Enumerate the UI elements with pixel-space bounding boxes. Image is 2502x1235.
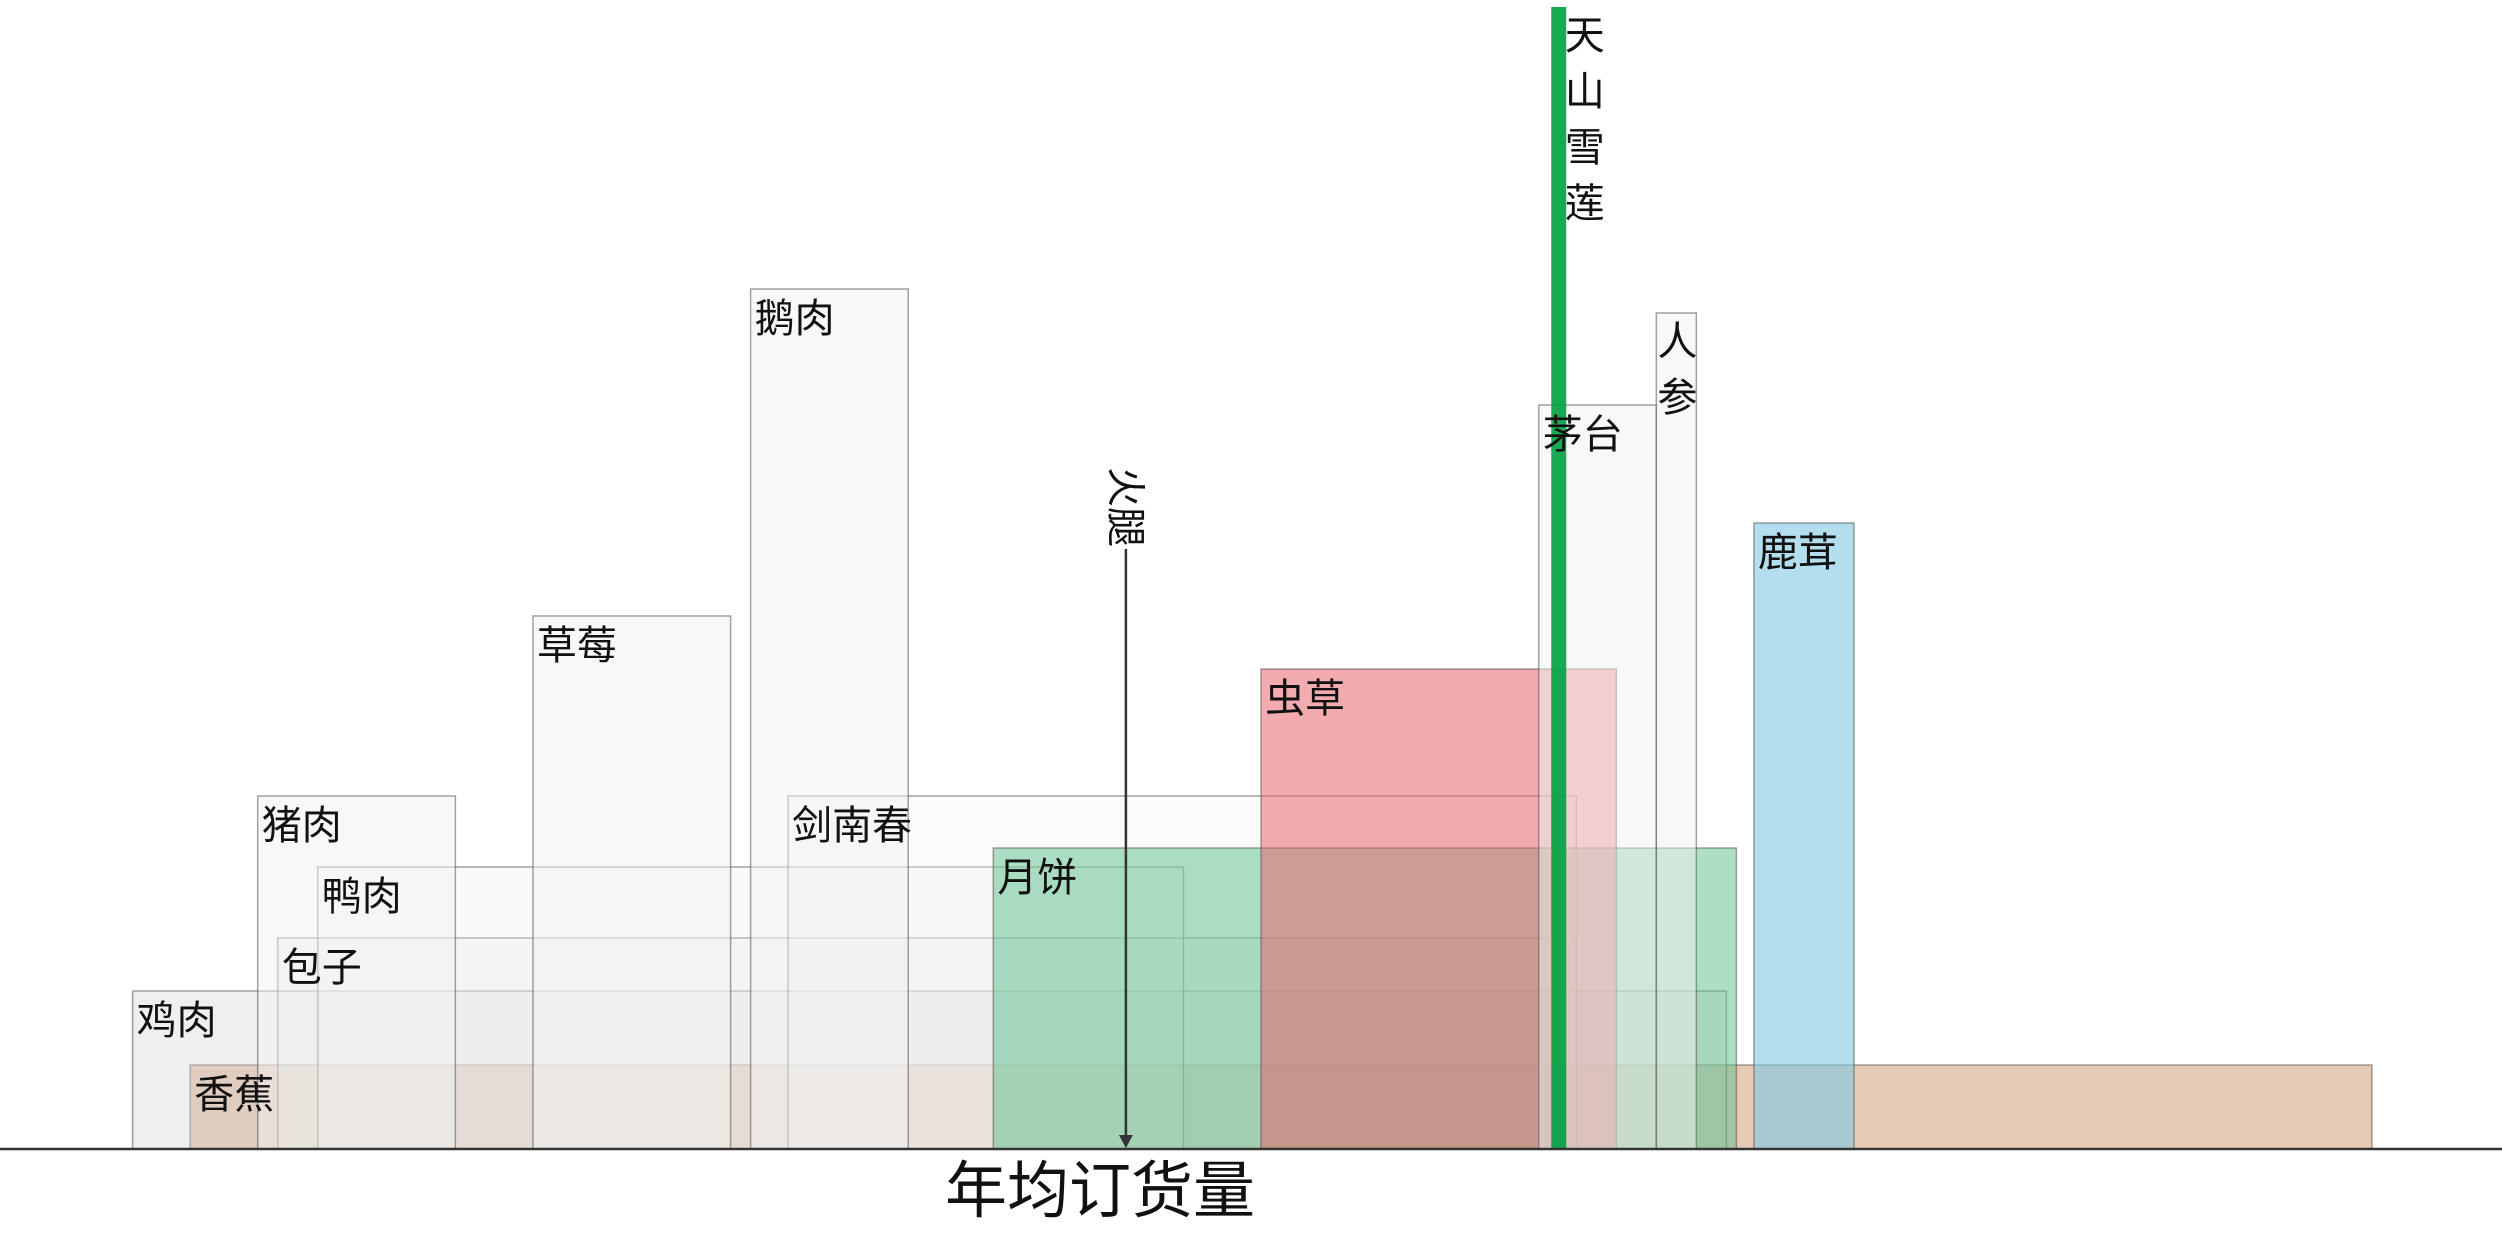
marker-arrowhead-0	[1118, 1135, 1133, 1148]
bar-label-text: 茅台	[1543, 412, 1623, 458]
bar-label-6: 草莓	[537, 623, 617, 669]
bar-label-3: 鸭肉	[322, 874, 402, 920]
bar-label-text: 猪肉	[262, 803, 342, 849]
bar-label-8: 月饼	[997, 855, 1077, 901]
bar-label-text: 剑南春	[792, 803, 912, 849]
bars-layer	[131, 7, 2373, 1150]
bar-label-char: 人	[1657, 319, 1697, 365]
bar-label-text: 虫草	[1265, 676, 1345, 722]
bar-label-text: 包子	[282, 945, 362, 991]
bar-label-char: 莲	[1565, 181, 1605, 227]
bar-label-text: 月饼	[997, 855, 1077, 901]
x-axis-title: 年均订货量	[945, 1154, 1255, 1227]
bar-label-text: 香蕉	[194, 1072, 274, 1118]
marker-label-0: 火腿	[1102, 467, 1148, 547]
bar-label-2: 包子	[282, 945, 362, 991]
bar-7-e9b985e88289	[749, 288, 909, 1150]
bar-label-text: 鹿茸	[1758, 530, 1838, 576]
bar-label-0: 香蕉	[194, 1072, 274, 1118]
bar-label-11: 人参	[1657, 319, 1697, 421]
bar-label-7: 鹅肉	[755, 296, 835, 342]
bar-label-text: 鸡肉	[137, 998, 217, 1044]
bar-label-char: 参	[1657, 375, 1697, 421]
bar-label-4: 猪肉	[262, 803, 342, 849]
bar-label-text: 鹅肉	[755, 296, 835, 342]
bar-6-e88d89e88e93	[532, 615, 732, 1150]
bar-label-1: 鸡肉	[137, 998, 217, 1044]
bar-label-text: 草莓	[537, 623, 617, 669]
bar-11-e4babae58f82	[1655, 312, 1698, 1150]
bar-label-9: 虫草	[1265, 676, 1345, 722]
bar-label-text: 鸭肉	[322, 874, 402, 920]
bar-12-e9b9bfe88cb8	[1753, 522, 1855, 1150]
bar-13-e5a4a9e5b1b1e99baae88eb2	[1551, 7, 1567, 1149]
bar-label-char: 雪	[1565, 125, 1605, 171]
bar-label-char: 天	[1565, 13, 1605, 59]
marker-layer: 火腿	[1102, 467, 1148, 1148]
bar-4-e78caae88289	[256, 795, 457, 1150]
bar-label-12: 鹿茸	[1758, 530, 1838, 576]
bar-label-10: 茅台	[1543, 412, 1623, 458]
bar-label-5: 剑南春	[792, 803, 912, 849]
bar-label-char: 山	[1565, 69, 1605, 115]
